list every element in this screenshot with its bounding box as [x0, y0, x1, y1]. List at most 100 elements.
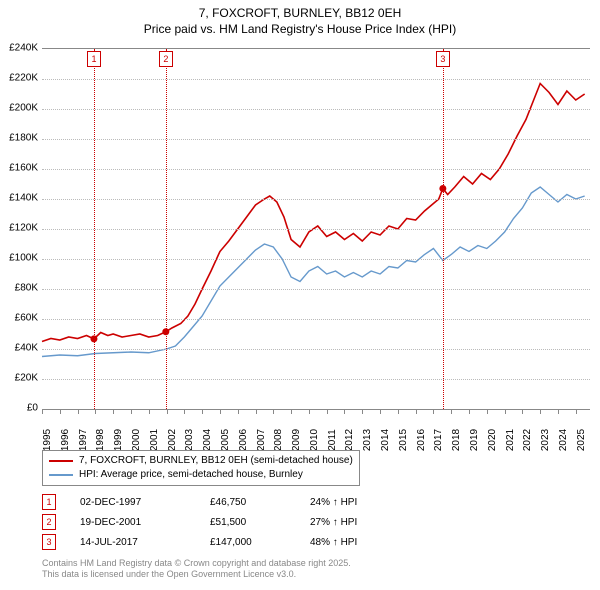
x-tick [184, 410, 185, 414]
gridline [42, 229, 590, 230]
x-axis-labels: 1995199619971998199920002001200220032004… [42, 410, 590, 450]
event-table-row: 219-DEC-2001£51,50027% ↑ HPI [42, 512, 400, 532]
event-date: 19-DEC-2001 [80, 517, 210, 528]
x-tick [362, 410, 363, 414]
x-tick [42, 410, 43, 414]
x-tick-label: 2025 [576, 429, 587, 451]
gridline [42, 79, 590, 80]
x-tick [95, 410, 96, 414]
x-tick-label: 2023 [540, 429, 551, 451]
x-tick-label: 2016 [416, 429, 427, 451]
title-block: 7, FOXCROFT, BURNLEY, BB12 0EH Price pai… [0, 0, 600, 37]
x-tick [309, 410, 310, 414]
x-tick [576, 410, 577, 414]
legend-swatch [49, 460, 73, 462]
x-tick-label: 2012 [344, 429, 355, 451]
plot-area: 1 2 3 [42, 48, 590, 410]
y-tick-label: £60K [15, 313, 38, 324]
x-tick-label: 1996 [60, 429, 71, 451]
y-tick-label: £80K [15, 283, 38, 294]
x-tick-label: 2020 [487, 429, 498, 451]
legend: 7, FOXCROFT, BURNLEY, BB12 0EH (semi-det… [42, 450, 360, 486]
x-tick-label: 2005 [220, 429, 231, 451]
y-tick-label: £160K [9, 163, 38, 174]
event-price: £147,000 [210, 537, 310, 548]
x-tick [558, 410, 559, 414]
events-table: 102-DEC-1997£46,75024% ↑ HPI219-DEC-2001… [42, 492, 400, 552]
y-tick-label: £220K [9, 73, 38, 84]
x-tick [78, 410, 79, 414]
x-tick [451, 410, 452, 414]
x-tick-label: 2022 [522, 429, 533, 451]
x-tick-label: 2004 [202, 429, 213, 451]
event-num-box: 3 [42, 534, 56, 550]
x-tick [505, 410, 506, 414]
x-tick-label: 2010 [309, 429, 320, 451]
y-tick-label: £100K [9, 253, 38, 264]
x-tick [202, 410, 203, 414]
x-tick-label: 2002 [167, 429, 178, 451]
y-tick-label: £120K [9, 223, 38, 234]
y-tick-label: £140K [9, 193, 38, 204]
legend-row: HPI: Average price, semi-detached house,… [49, 468, 353, 482]
y-axis-labels: £0£20K£40K£60K£80K£100K£120K£140K£160K£1… [0, 48, 40, 408]
x-tick [398, 410, 399, 414]
gridline [42, 199, 590, 200]
x-tick [469, 410, 470, 414]
x-tick [433, 410, 434, 414]
x-tick-label: 2013 [362, 429, 373, 451]
x-tick [327, 410, 328, 414]
event-price: £46,750 [210, 497, 310, 508]
x-tick-label: 2011 [327, 429, 338, 451]
x-tick [256, 410, 257, 414]
event-pct: 48% ↑ HPI [310, 537, 400, 548]
x-tick [380, 410, 381, 414]
x-tick-label: 2019 [469, 429, 480, 451]
x-tick-label: 2003 [184, 429, 195, 451]
x-tick [540, 410, 541, 414]
x-tick [149, 410, 150, 414]
x-tick-label: 2009 [291, 429, 302, 451]
gridline [42, 109, 590, 110]
x-tick-label: 2021 [505, 429, 516, 451]
x-tick [273, 410, 274, 414]
y-tick-label: £180K [9, 133, 38, 144]
event-table-row: 102-DEC-1997£46,75024% ↑ HPI [42, 492, 400, 512]
x-tick [131, 410, 132, 414]
series-line [42, 187, 585, 357]
event-marker-box: 3 [436, 51, 450, 67]
footer: Contains HM Land Registry data © Crown c… [42, 558, 351, 581]
y-tick-label: £40K [15, 343, 38, 354]
x-tick [522, 410, 523, 414]
gridline [42, 289, 590, 290]
event-vertical-line [94, 49, 95, 409]
series-line [42, 84, 585, 342]
event-vertical-line [443, 49, 444, 409]
chart-container: 7, FOXCROFT, BURNLEY, BB12 0EH Price pai… [0, 0, 600, 590]
x-tick-label: 1997 [78, 429, 89, 451]
x-tick [344, 410, 345, 414]
x-tick [60, 410, 61, 414]
x-tick [238, 410, 239, 414]
y-tick-label: £240K [9, 43, 38, 54]
x-tick-label: 1998 [95, 429, 106, 451]
x-tick-label: 2024 [558, 429, 569, 451]
event-num-box: 1 [42, 494, 56, 510]
x-tick-label: 2007 [256, 429, 267, 451]
x-tick [416, 410, 417, 414]
x-tick-label: 2008 [273, 429, 284, 451]
event-marker-box: 1 [87, 51, 101, 67]
y-tick-label: £200K [9, 103, 38, 114]
x-tick [220, 410, 221, 414]
x-tick [487, 410, 488, 414]
event-pct: 27% ↑ HPI [310, 517, 400, 528]
event-marker-box: 2 [159, 51, 173, 67]
legend-label: HPI: Average price, semi-detached house,… [79, 468, 303, 482]
gridline [42, 349, 590, 350]
event-table-row: 314-JUL-2017£147,00048% ↑ HPI [42, 532, 400, 552]
event-pct: 24% ↑ HPI [310, 497, 400, 508]
gridline [42, 319, 590, 320]
footer-line-2: This data is licensed under the Open Gov… [42, 569, 351, 580]
gridline [42, 259, 590, 260]
x-tick-label: 2000 [131, 429, 142, 451]
